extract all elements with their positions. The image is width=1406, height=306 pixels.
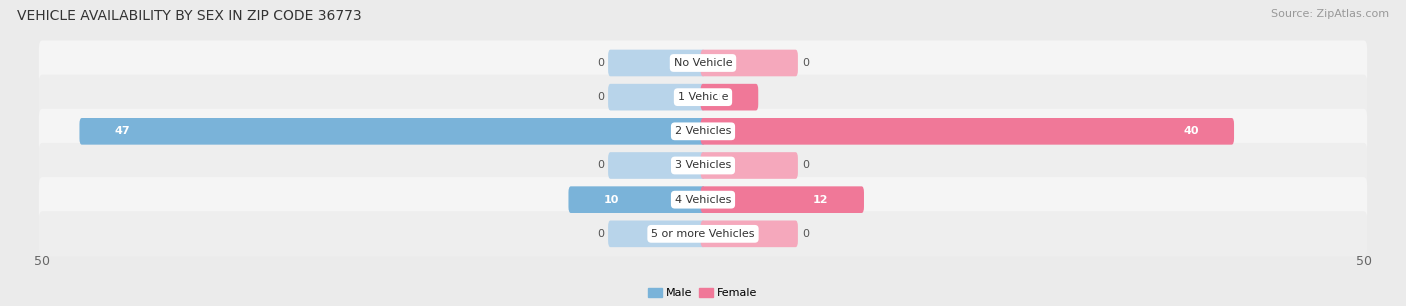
- Text: 0: 0: [801, 229, 808, 239]
- Text: Source: ZipAtlas.com: Source: ZipAtlas.com: [1271, 9, 1389, 19]
- FancyBboxPatch shape: [39, 40, 1367, 86]
- Text: 0: 0: [598, 229, 605, 239]
- Text: 0: 0: [598, 160, 605, 170]
- Text: 47: 47: [115, 126, 131, 136]
- FancyBboxPatch shape: [700, 186, 863, 213]
- Text: 3 Vehicles: 3 Vehicles: [675, 160, 731, 170]
- FancyBboxPatch shape: [609, 221, 706, 247]
- FancyBboxPatch shape: [39, 143, 1367, 188]
- Text: 5 or more Vehicles: 5 or more Vehicles: [651, 229, 755, 239]
- FancyBboxPatch shape: [609, 152, 706, 179]
- FancyBboxPatch shape: [39, 211, 1367, 256]
- FancyBboxPatch shape: [568, 186, 706, 213]
- FancyBboxPatch shape: [700, 50, 797, 76]
- FancyBboxPatch shape: [700, 221, 797, 247]
- FancyBboxPatch shape: [39, 75, 1367, 120]
- FancyBboxPatch shape: [700, 84, 758, 110]
- Text: No Vehicle: No Vehicle: [673, 58, 733, 68]
- FancyBboxPatch shape: [609, 84, 706, 110]
- FancyBboxPatch shape: [39, 177, 1367, 222]
- Text: 0: 0: [801, 160, 808, 170]
- Legend: Male, Female: Male, Female: [644, 283, 762, 303]
- Text: 40: 40: [1182, 126, 1198, 136]
- Text: 1 Vehicle: 1 Vehicle: [678, 92, 728, 102]
- Text: 4 Vehicles: 4 Vehicles: [675, 195, 731, 205]
- Text: VEHICLE AVAILABILITY BY SEX IN ZIP CODE 36773: VEHICLE AVAILABILITY BY SEX IN ZIP CODE …: [17, 9, 361, 23]
- Text: 2 Vehicles: 2 Vehicles: [675, 126, 731, 136]
- FancyBboxPatch shape: [700, 152, 797, 179]
- FancyBboxPatch shape: [80, 118, 706, 145]
- FancyBboxPatch shape: [39, 109, 1367, 154]
- Text: 12: 12: [813, 195, 828, 205]
- FancyBboxPatch shape: [609, 50, 706, 76]
- FancyBboxPatch shape: [700, 118, 1234, 145]
- Text: 4: 4: [714, 92, 723, 102]
- Text: 0: 0: [598, 58, 605, 68]
- Text: 0: 0: [598, 92, 605, 102]
- Text: 0: 0: [801, 58, 808, 68]
- Text: 10: 10: [605, 195, 619, 205]
